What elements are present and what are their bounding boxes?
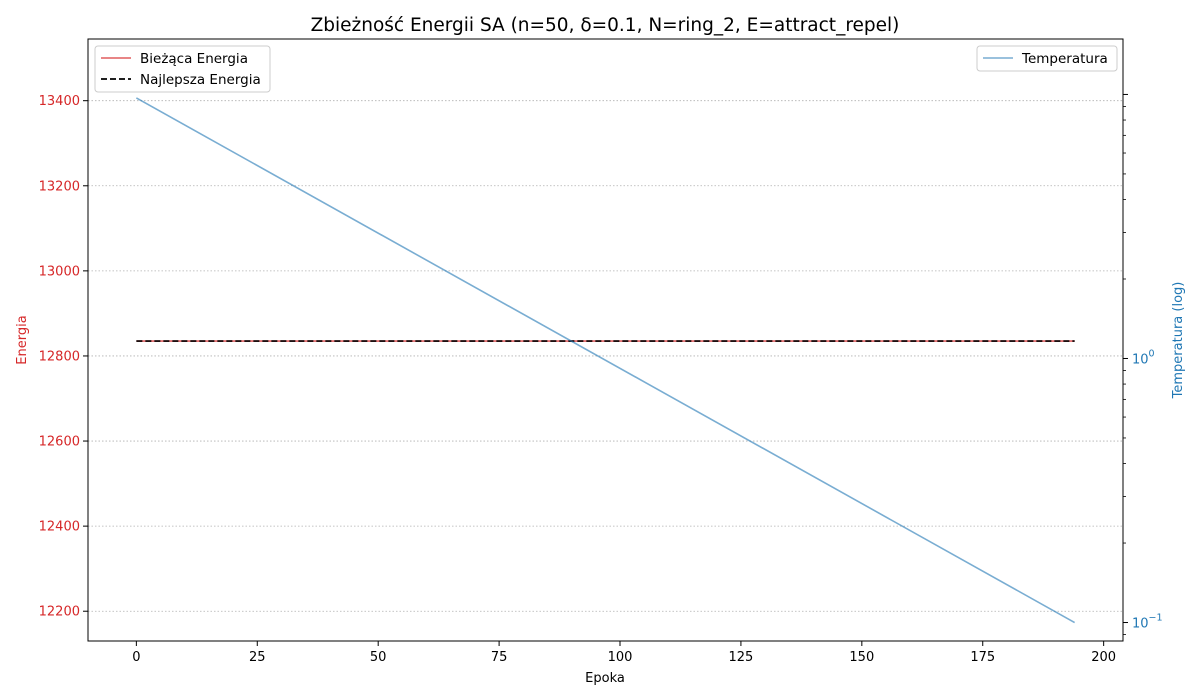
- x-axis-label: Epoka: [585, 671, 625, 686]
- y2-tick-label: 100: [1132, 348, 1155, 367]
- legend-energy: Bieżąca Energia Najlepsza Energia: [94, 45, 271, 93]
- y-tick-label: 12600: [39, 435, 80, 450]
- legend-label-best-energy: Najlepsza Energia: [140, 72, 261, 88]
- y-tick-label: 12200: [39, 605, 80, 620]
- series-layer: [135, 97, 1076, 624]
- legend-temperature: Temperatura: [976, 45, 1118, 72]
- x-tick-label: 175: [970, 650, 995, 665]
- y-tick-label: 12400: [39, 520, 80, 535]
- x-tick-label: 100: [608, 650, 633, 665]
- y-tick-label: 12800: [39, 349, 80, 364]
- y2-axis-label: Temperatura (log): [1171, 282, 1186, 400]
- x-tick-label: 75: [491, 650, 508, 665]
- x-tick-label: 200: [1091, 650, 1116, 665]
- y-axis-label: Energia: [15, 315, 30, 364]
- series-temperature: [135, 97, 1076, 624]
- x-tick-label: 0: [132, 650, 140, 665]
- x-tick-label: 25: [249, 650, 266, 665]
- y2-tick-label: 10−1: [1132, 613, 1163, 632]
- y2-axis-ticks: 10−1 100: [1123, 93, 1163, 635]
- x-tick-label: 50: [370, 650, 387, 665]
- legend-energy-box: [94, 45, 271, 93]
- x-tick-label: 150: [849, 650, 874, 665]
- y-axis-ticks: 12200 12400 12600 12800 13000 13200 13400: [39, 94, 88, 620]
- legend-label-temperature: Temperatura: [1021, 51, 1108, 67]
- y-tick-label: 13000: [39, 264, 80, 279]
- x-tick-label: 125: [729, 650, 754, 665]
- plot-frame: [87, 38, 1124, 642]
- y-tick-label: 13200: [39, 179, 80, 194]
- grid-layer: [88, 100, 1123, 612]
- legend-temperature-box: [976, 45, 1118, 72]
- chart-title: Zbieżność Energii SA (n=50, δ=0.1, N=rin…: [311, 15, 900, 36]
- legend-label-current-energy: Bieżąca Energia: [140, 51, 248, 67]
- x-axis-ticks: 0 25 50 75 100 125 150 175 200: [132, 641, 1116, 665]
- y-tick-label: 13400: [39, 94, 80, 109]
